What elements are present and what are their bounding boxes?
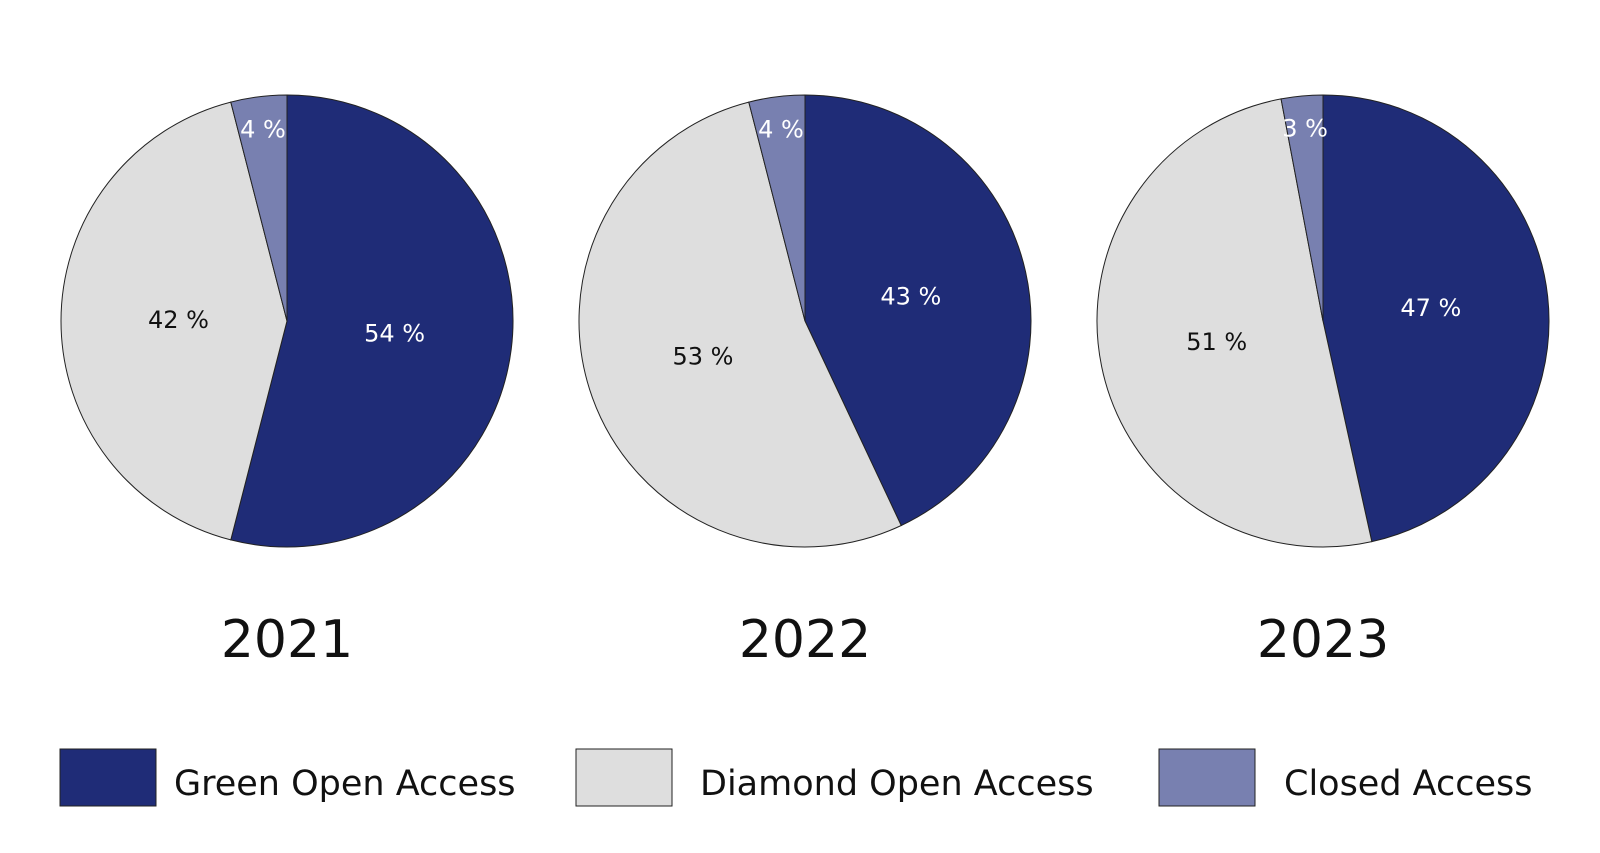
pie-title: 2023 [1257,610,1389,670]
slice-label: 43 % [880,282,941,310]
slice-label: 51 % [1186,328,1247,356]
pie-title: 2022 [739,610,871,670]
pie-slice [804,94,1032,527]
legend-swatch [59,748,157,807]
pie-slice [230,94,514,548]
pie-slice [60,101,288,541]
slice-label: 42 % [148,306,209,334]
slice-label: 3 % [1282,115,1328,143]
slice-label: 53 % [672,343,733,371]
pie-slice [1096,98,1373,548]
pie-slice [230,94,288,322]
legend-swatch [575,748,673,807]
slice-label: 47 % [1400,294,1461,322]
legend-swatch [1158,748,1256,807]
slice-label: 4 % [758,115,804,143]
slice-label: 4 % [240,115,286,143]
pie-title: 2021 [221,610,353,670]
pie-slice [578,101,902,548]
pie-slice [1280,94,1324,322]
slice-label: 54 % [364,320,425,348]
legend-label: Closed Access [1284,764,1533,804]
pie-slice [748,94,806,322]
legend-label: Diamond Open Access [700,764,1094,804]
legend-label: Green Open Access [174,764,516,804]
pie-slice [1322,94,1550,543]
